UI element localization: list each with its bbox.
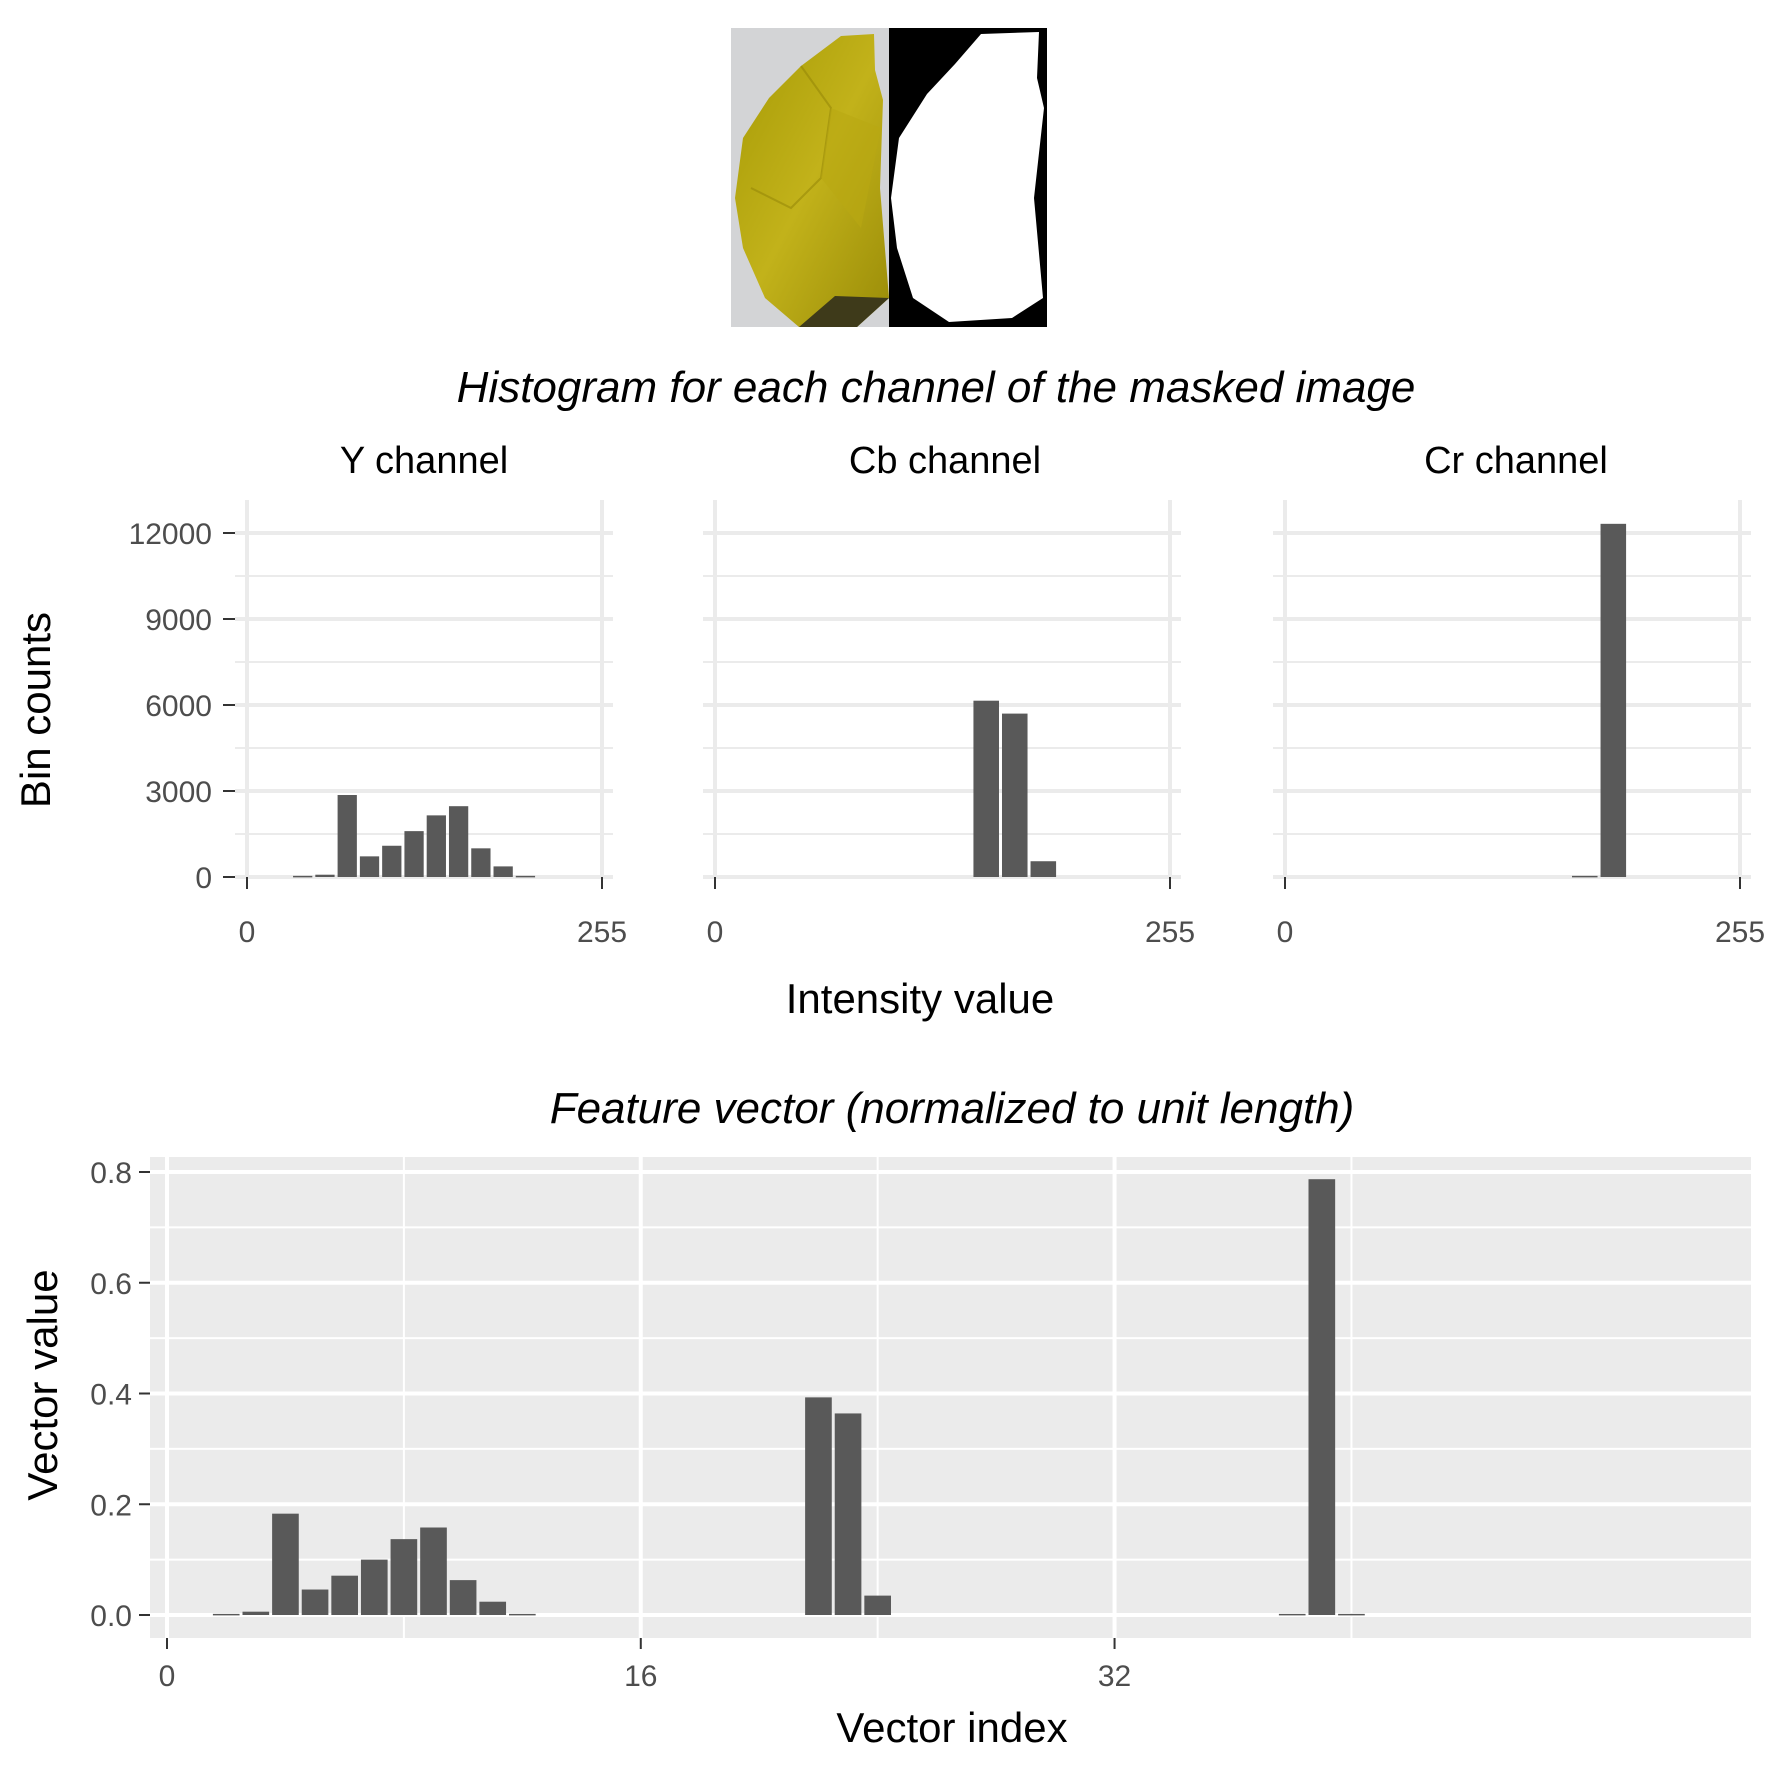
histogram-bar <box>1571 875 1598 878</box>
x-tick-label: 255 <box>1145 916 1195 949</box>
feature-bar <box>390 1539 418 1615</box>
feature-bar <box>360 1559 388 1615</box>
plot-background <box>150 1157 1751 1638</box>
feature-vector-ylabel: Vector value <box>19 1269 66 1500</box>
histogram-panel-y: 0 255 0 3000 6000 9000 12000 <box>129 500 627 949</box>
feature-bar <box>212 1613 240 1616</box>
y-tick-label: 0.8 <box>90 1157 132 1190</box>
y-tick-label: 0.6 <box>90 1268 132 1301</box>
histogram-bar <box>1030 861 1057 877</box>
feature-bar <box>242 1611 270 1615</box>
histogram-bar <box>404 831 424 877</box>
histogram-bar <box>382 845 402 877</box>
histogram-bar <box>515 875 536 878</box>
histogram-title: Histogram for each channel of the masked… <box>457 363 1416 412</box>
histogram-panel-cr: 0 255 <box>1273 500 1765 949</box>
feature-bar <box>509 1613 536 1616</box>
x-tick-label: 32 <box>1098 1660 1131 1693</box>
feature-bar <box>805 1397 832 1615</box>
x-tick-label: 255 <box>1715 916 1765 949</box>
histogram-bar <box>448 806 469 877</box>
feature-vector-section: Feature vector (normalized to unit lengt… <box>19 1084 1751 1751</box>
x-tick-label: 0 <box>1277 916 1294 949</box>
feature-bar <box>420 1527 447 1615</box>
histogram-bar <box>1600 523 1627 877</box>
feature-bar <box>449 1580 477 1615</box>
y-tick-label: 0.0 <box>90 1600 132 1633</box>
y-tick-label: 9000 <box>145 604 212 637</box>
histogram-xlabel: Intensity value <box>786 975 1055 1022</box>
panel-title-y: Y channel <box>340 440 508 482</box>
feature-bar <box>834 1413 862 1615</box>
histogram-bar <box>315 874 335 877</box>
y-tick-label: 0.2 <box>90 1489 132 1522</box>
histogram-bar <box>493 866 513 877</box>
y-tick-label: 0 <box>195 862 212 895</box>
x-tick-label: 0 <box>707 916 724 949</box>
histogram-section: Histogram for each channel of the masked… <box>12 363 1765 1022</box>
histogram-panel-cb: 0 255 <box>703 500 1195 949</box>
histogram-bar <box>337 795 357 877</box>
binary-mask <box>889 28 1047 327</box>
histogram-bar <box>973 700 999 877</box>
feature-vector-title: Feature vector (normalized to unit lengt… <box>550 1084 1355 1133</box>
histogram-bar <box>1001 713 1028 877</box>
banana-photo <box>731 28 889 327</box>
histogram-bar <box>426 815 446 877</box>
panel-title-cb: Cb channel <box>849 440 1041 482</box>
x-tick-label: 255 <box>577 916 627 949</box>
x-tick-label: 0 <box>159 1660 176 1693</box>
y-tick-label: 0.4 <box>90 1379 132 1412</box>
feature-bar <box>331 1575 358 1615</box>
feature-bar <box>479 1601 507 1615</box>
feature-bar <box>272 1513 299 1615</box>
feature-bar <box>301 1589 329 1615</box>
y-tick-label: 6000 <box>145 690 212 723</box>
histogram-bar <box>471 848 491 877</box>
feature-bar <box>864 1595 891 1615</box>
x-tick-label: 16 <box>624 1660 657 1693</box>
y-tick-label: 12000 <box>129 518 212 551</box>
y-tick-label: 3000 <box>145 776 212 809</box>
panel-title-cr: Cr channel <box>1424 440 1608 482</box>
feature-bar <box>1338 1613 1365 1616</box>
histogram-bar <box>359 856 380 877</box>
feature-bar <box>1278 1613 1306 1616</box>
histogram-ylabel: Bin counts <box>12 612 59 808</box>
feature-vector-xlabel: Vector index <box>836 1704 1067 1751</box>
x-tick-label: 0 <box>239 916 256 949</box>
histogram-bar <box>293 875 313 878</box>
feature-bar <box>1308 1179 1336 1615</box>
